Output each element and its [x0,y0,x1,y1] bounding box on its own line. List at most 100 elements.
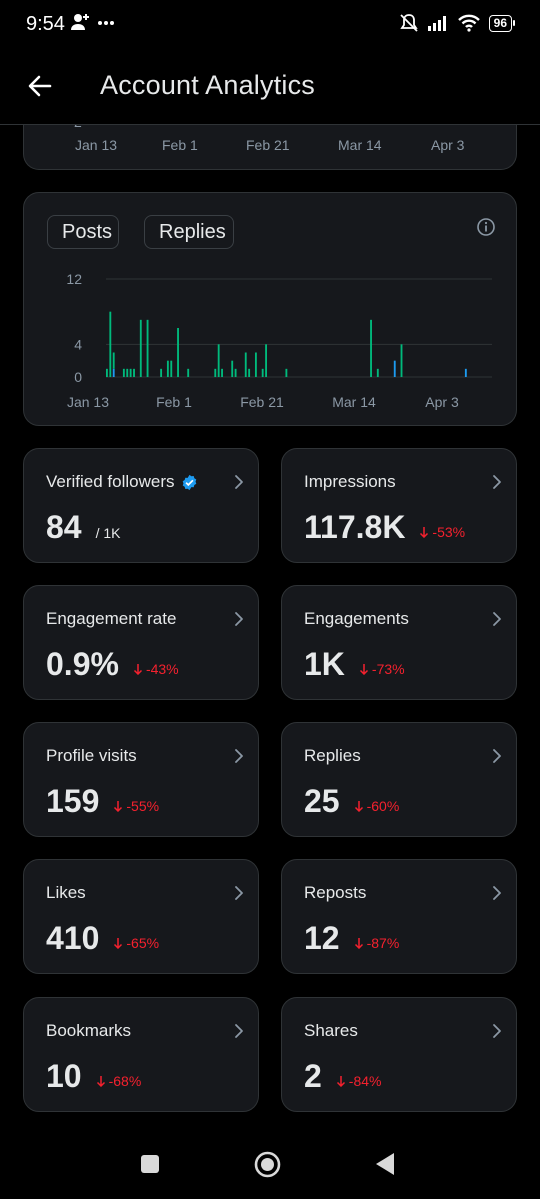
stat-change-text: -43% [145,661,179,677]
chevron-right-icon [235,475,243,489]
stat-card[interactable]: Profile visits 159 -55% [23,722,259,837]
x-tick-label: Mar 14 [332,394,376,410]
stat-card[interactable]: Impressions 117.8K -53% [281,448,517,563]
replies-bar [146,319,149,377]
stat-change-text: -55% [126,798,160,814]
home-button[interactable] [254,1151,281,1178]
x-tick-label: Feb 1 [162,137,198,153]
replies-bar [139,319,142,377]
chevron-right-icon [235,886,243,900]
stat-change-text: -84% [348,1073,382,1089]
stat-suffix: / 1K [95,525,121,541]
x-tick-label: Feb 21 [246,137,290,153]
down-arrow-icon [420,527,429,538]
chevron-right-icon [493,886,501,900]
stat-label: Bookmarks [46,1021,132,1040]
legend-replies-label: Replies [159,220,226,243]
stat-value: 117.8K [304,509,406,545]
stat-change: -43% [133,661,179,677]
legend-replies-toggle[interactable]: Replies [144,215,234,249]
replies-bar [106,368,108,377]
stat-value: 410 [46,920,100,956]
replies-bar [217,344,220,377]
stat-title: Shares [304,1021,358,1041]
stat-change: -60% [354,798,399,814]
back-arrow-icon[interactable] [24,70,56,102]
stat-title: Bookmarks [46,1021,131,1041]
replies-bar [261,368,264,377]
down-arrow-icon [96,1076,105,1087]
stat-value: 159 [46,783,100,819]
x-tick-label: Jan 13 [67,394,109,410]
stat-card[interactable]: Replies 25 -60% [281,722,517,837]
down-arrow-icon [359,664,368,675]
status-time: 9:54 [26,13,65,35]
replies-bar [244,352,247,377]
replies-bar [376,368,379,377]
recent-apps-button[interactable] [140,1154,160,1174]
stat-value: 25 [304,783,340,819]
stat-title: Engagements [304,609,409,629]
x-tick-label: Apr 3 [431,137,465,153]
replies-bar [109,311,112,377]
stat-card[interactable]: Reposts 12 -87% [281,859,517,974]
stat-value: 84 [46,509,82,545]
x-tick-label: Jan 13 [75,137,118,153]
stat-card[interactable]: Engagement rate 0.9% -43% [23,585,259,700]
stat-value-row: 10 -68% [46,1058,141,1095]
posts-bar [393,360,396,377]
stat-value: 12 [304,920,340,956]
replies-bar [231,360,234,377]
stat-value: 1K [304,646,345,682]
x-tick-label: Feb 1 [156,394,192,410]
stat-value-row: 25 -60% [304,783,399,820]
replies-bar [112,352,115,369]
replies-bar [126,368,129,377]
replies-bar [254,352,257,377]
system-nav-bar [0,1130,540,1199]
signal-icon [427,16,446,31]
stat-value-row: 117.8K -53% [304,509,465,546]
stat-change: -55% [113,798,159,814]
down-arrow-icon [354,801,363,812]
add-contact-icon [71,14,89,30]
stat-title: Reposts [304,883,366,903]
stat-value-row: 0.9% -43% [46,646,179,683]
stat-card[interactable]: Bookmarks 10 -68% [23,997,259,1112]
battery-indicator: 96 [488,14,516,32]
stat-card[interactable]: Engagements 1K -73% [281,585,517,700]
stat-title: Profile visits [46,746,137,766]
down-arrow-icon [354,938,363,949]
replies-bar [133,368,135,377]
chevron-right-icon [493,749,501,763]
stat-change-text: -53% [432,524,466,540]
activity-bar-chart: 12 4 0 Jan 13 Feb 1 Feb 21 Mar 14 Apr 3 [66,271,492,410]
stat-card[interactable]: Likes 410 -65% [23,859,259,974]
legend-posts-toggle[interactable]: Posts [47,215,119,249]
stat-change: -73% [359,661,405,677]
info-icon[interactable] [476,217,496,237]
replies-bar [160,368,163,377]
stat-card[interactable]: Shares 2 -84% [281,997,517,1112]
page-title: Account Analytics [100,70,316,100]
replies-bar [170,360,173,377]
stat-label: Verified followers [46,472,175,491]
stat-value: 0.9% [46,646,119,682]
more-notifications-icon [98,21,114,25]
stat-title: Replies [304,746,361,766]
stat-label: Engagements [304,609,409,628]
back-nav-button[interactable] [374,1152,396,1176]
stat-value: 10 [46,1058,82,1094]
down-arrow-icon [114,801,123,812]
stat-value-row: 159 -55% [46,783,159,820]
down-arrow-icon [114,938,123,949]
stat-title: Engagement rate [46,609,176,629]
app-header: Account Analytics [0,48,540,125]
x-tick-label: Feb 21 [240,394,284,410]
stat-card[interactable]: Verified followers 84 / 1K [23,448,259,563]
stat-label: Engagement rate [46,609,177,628]
stat-title: Verified followers [46,472,198,492]
posts-bar [464,368,467,377]
down-arrow-icon [336,1076,345,1087]
x-tick-label: Apr 3 [425,394,459,410]
